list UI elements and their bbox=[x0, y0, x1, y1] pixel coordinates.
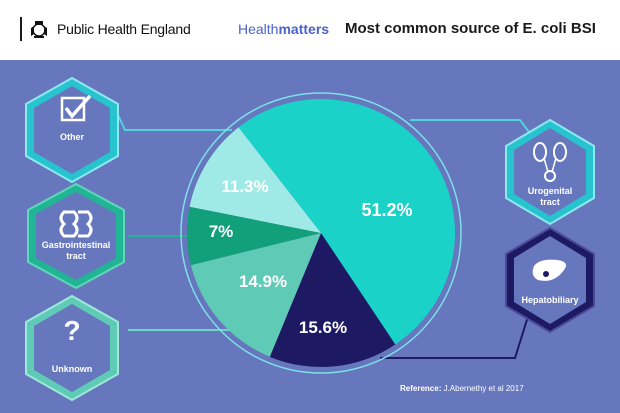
brand-part1: Health bbox=[238, 21, 279, 37]
org-name: Public Health England bbox=[57, 21, 191, 37]
urogenital-label-line1: Urogenital bbox=[527, 186, 573, 196]
hepatobiliary-label-text: Hepatobiliary bbox=[521, 295, 579, 305]
urogenital-label-line2: tract bbox=[540, 197, 560, 207]
connector-hepatobiliary bbox=[380, 309, 531, 359]
checkbox-icon bbox=[60, 94, 92, 122]
reference-note: Reference: J.Abernethy et al 2017 bbox=[400, 384, 524, 393]
pie-slice-urogenital bbox=[238, 98, 456, 345]
brand-part2: matters bbox=[278, 21, 330, 37]
header: Public Health England Healthmatters Most… bbox=[0, 0, 620, 60]
connector-urogenital bbox=[410, 119, 536, 141]
badge-label-unknown: Unknown bbox=[42, 364, 102, 375]
intestine-icon bbox=[59, 210, 93, 238]
other-label-text: Other bbox=[59, 132, 84, 142]
pie-slice-other bbox=[189, 127, 321, 233]
royal-crest-icon bbox=[31, 21, 47, 38]
kidney-icon bbox=[533, 142, 567, 182]
page-title: Most common source of E. coli BSI bbox=[345, 20, 596, 37]
pie-slice-unknown bbox=[190, 233, 321, 357]
gastro-label-line1: Gastrointestinal bbox=[41, 240, 111, 250]
slice-label-hepatobiliary: 15.6% bbox=[298, 318, 348, 337]
logo-divider bbox=[20, 17, 22, 41]
badge-other bbox=[25, 76, 119, 184]
badge-label-urogenital: Urogenital tract bbox=[515, 186, 585, 208]
pie-slice-hepatobiliary bbox=[269, 233, 396, 368]
gastro-label-line2: tract bbox=[66, 251, 86, 261]
badge-label-gastro: Gastrointestinal tract bbox=[36, 240, 116, 262]
slice-label-unknown: 14.9% bbox=[238, 272, 288, 291]
badge-unknown bbox=[25, 294, 119, 402]
badge-label-hepatobiliary: Hepatobiliary bbox=[512, 295, 588, 306]
pie-slices bbox=[187, 98, 456, 368]
healthmatters-brand: Healthmatters bbox=[238, 21, 329, 37]
phe-logo: Public Health England bbox=[20, 16, 191, 42]
reference-label: Reference: bbox=[400, 384, 442, 393]
pie-outline bbox=[180, 92, 462, 374]
connector-other bbox=[117, 114, 232, 131]
pie-slice-gastro bbox=[187, 206, 321, 266]
liver-icon bbox=[532, 259, 566, 281]
badge-label-other: Other bbox=[42, 132, 102, 143]
slice-label-urogenital: 51.2% bbox=[361, 200, 413, 220]
slice-label-gastro: 7% bbox=[208, 222, 234, 241]
slice-label-other: 11.3% bbox=[221, 177, 269, 196]
unknown-label-text: Unknown bbox=[51, 364, 93, 374]
reference-text: J.Abernethy et al 2017 bbox=[441, 384, 524, 393]
question-mark-icon: ? bbox=[63, 315, 80, 346]
svg-text:?: ? bbox=[63, 315, 80, 346]
